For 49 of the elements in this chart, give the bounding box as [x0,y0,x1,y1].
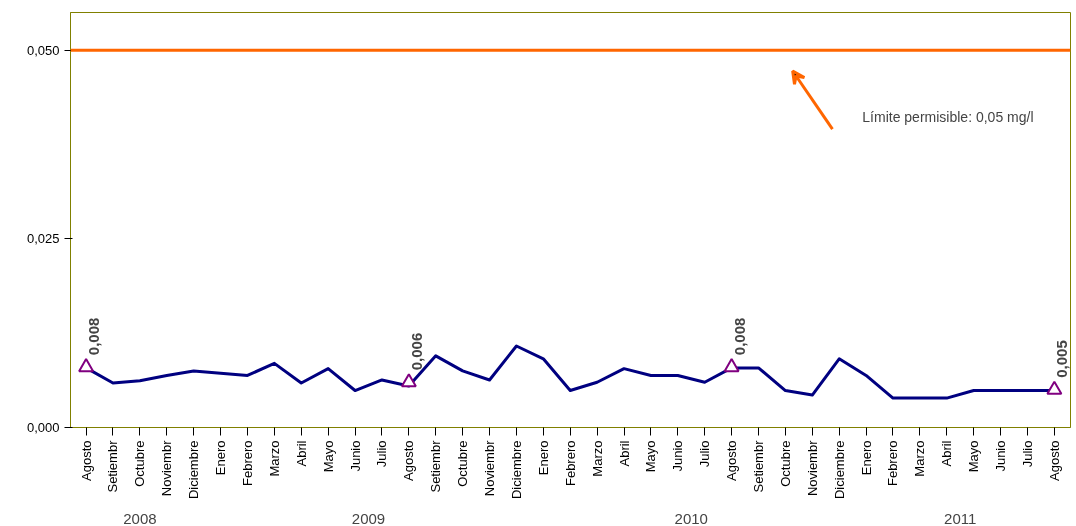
x-tick-label: Mayo [320,440,336,473]
x-tick-label: Julio [374,440,390,468]
text: 2009 [351,509,386,526]
x-tick-label: Abril [939,440,955,467]
data-label: 0,005 [1053,340,1071,378]
x-tick-label: Julio [697,440,713,468]
x-tick-label: Setiembr [751,439,766,493]
x-tick-label: Febrero [885,440,901,487]
x-tick-label: Julio [1019,440,1035,468]
annotation: Límite permisible: 0,05 mg/l [862,108,1034,125]
x-tick-label: Agosto [724,440,740,481]
x-tick-label: Agosto [1046,440,1062,481]
text: 2010 [674,509,708,526]
x-tick-label: Junio [670,440,686,472]
x-tick-label: Octubre [455,440,471,487]
x-tick-label: Mayo [966,440,982,473]
x-tick-label: Marzo [912,440,928,477]
x-tick-label: Diciembre [508,440,524,500]
x-tick-label: Febrero [562,440,578,487]
x-tick-label: Abril [616,440,632,467]
data-label: 0,006 [407,332,425,371]
x-tick-label: Noviembr [159,439,175,497]
x-tick-label: Enero [858,440,874,476]
x-tick-label: Diciembre [186,440,202,500]
data-label: 0,008 [730,317,748,356]
x-tick-label: Agosto [401,440,417,481]
text: 2008 [123,509,157,526]
x-tick-label: Mayo [643,440,659,473]
x-tick-label: Octubre [777,440,793,487]
x-tick-label: Diciembre [831,440,847,500]
text: 2011 [944,509,977,526]
x-tick-label: Marzo [266,440,282,477]
x-tick-label: Noviembr [804,439,820,497]
x-tick-label: Marzo [589,440,605,477]
x-tick-label: Febrero [239,440,255,487]
x-tick-label: Enero [535,440,551,476]
x-tick-label: Junio [993,440,1009,472]
x-tick-label: Agosto [78,440,94,481]
x-tick-label: Setiembr [428,439,444,493]
x-tick-label: Enero [213,440,229,476]
y-tick-label: 0,000 [26,420,60,435]
y-tick-label: 0,025 [26,231,60,247]
x-tick-label: Abril [293,440,309,467]
x-tick-label: Octubre [132,440,148,487]
x-tick-label: Junio [347,440,363,472]
data-label: 0,008 [85,317,103,356]
y-tick-label: 0,050 [26,42,60,58]
x-tick-label: Noviembr [482,439,498,497]
x-tick-label: Setiembr [105,439,121,493]
